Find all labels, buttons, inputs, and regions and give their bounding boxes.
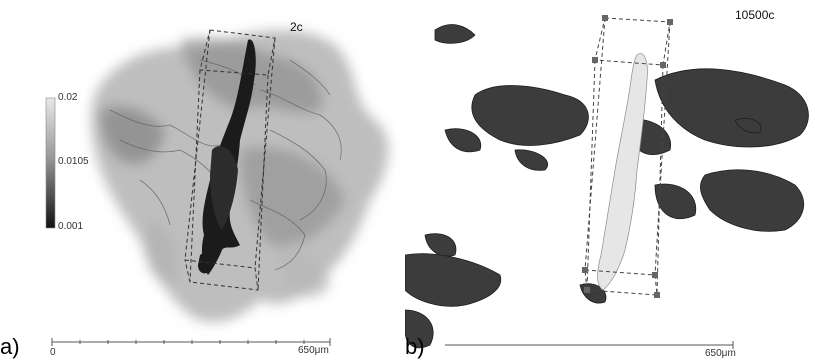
bounding-box xyxy=(184,29,276,291)
panel-b-render xyxy=(405,15,809,349)
colorbar-mid-label: 0.0105 xyxy=(58,156,89,167)
panel-letter-b: b) xyxy=(405,334,425,359)
scale-bar xyxy=(51,338,331,346)
crack-region xyxy=(198,39,256,276)
box-markers xyxy=(582,15,673,298)
dark-clusters xyxy=(405,24,809,349)
panel-a: 2c 0.02 0.0105 0.001 0 650μm a) xyxy=(0,0,405,362)
scale-start-label: 0 xyxy=(50,347,56,358)
panel-letter-a: a) xyxy=(0,334,20,359)
scale-end-label: 650μm xyxy=(298,345,329,356)
colorbar-min-label: 0.001 xyxy=(58,221,84,232)
cycle-label: 2c xyxy=(290,20,303,34)
scale-end-label: 650μm xyxy=(705,348,736,359)
colorbar xyxy=(45,97,56,229)
grey-field xyxy=(91,30,389,323)
panel-a-render xyxy=(45,29,389,346)
scale-bar xyxy=(445,341,734,349)
crack-network xyxy=(597,53,648,291)
panel-b: 10500c 650μm b) xyxy=(405,0,815,362)
colorbar-max-label: 0.02 xyxy=(58,92,78,103)
cycle-label: 10500c xyxy=(735,8,775,22)
